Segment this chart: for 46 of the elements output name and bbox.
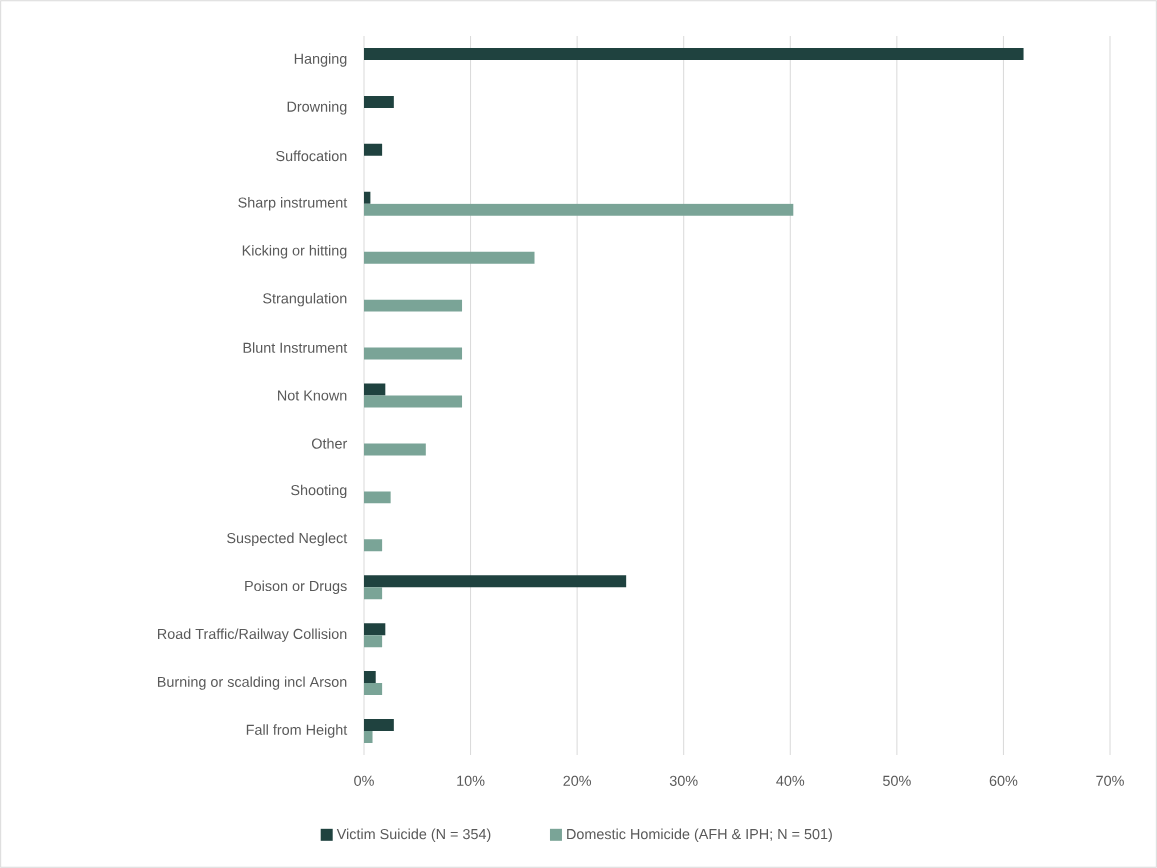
y-tick-label: Hanging xyxy=(294,53,347,67)
legend-label: Domestic Homicide (AFH & IPH; N = 501) xyxy=(567,828,832,843)
y-tick-label: Not Known xyxy=(278,390,347,401)
bar xyxy=(364,671,376,684)
y-tick-label: Suspected Neglect xyxy=(227,532,348,547)
y-tick-label: Drowning xyxy=(287,101,347,115)
bar xyxy=(364,623,386,636)
x-tick-label: 40% xyxy=(776,775,805,786)
bar xyxy=(364,443,426,456)
bar xyxy=(364,539,383,552)
y-tick-label: Burning or scalding incl Arson xyxy=(157,676,347,690)
y-tick-label: Road Traffic/Railway Collision xyxy=(158,628,347,642)
legend-label: Victim Suicide (N = 354) xyxy=(336,828,491,843)
bar xyxy=(364,491,391,504)
x-tick-label: 70% xyxy=(1096,775,1124,786)
bar xyxy=(364,203,794,216)
bar xyxy=(364,683,383,696)
bar xyxy=(364,191,371,204)
bar xyxy=(364,383,386,396)
y-tick-label: Fall from Height xyxy=(246,724,348,738)
bar xyxy=(364,299,463,312)
y-tick-label: Strangulation xyxy=(263,292,347,307)
bar xyxy=(364,395,463,408)
y-tick-label: Sharp instrument xyxy=(238,197,348,211)
x-tick-label: 0% xyxy=(354,775,374,786)
bar xyxy=(364,587,383,600)
bar xyxy=(364,731,373,744)
bar xyxy=(364,47,1024,60)
bar xyxy=(364,575,627,588)
bar xyxy=(364,143,383,156)
y-tick-label: Suffocation xyxy=(276,150,347,162)
bar xyxy=(364,251,535,264)
y-tick-label: Blunt Instrument xyxy=(243,342,348,353)
bar xyxy=(364,719,394,732)
y-tick-label: Poison or Drugs xyxy=(245,580,347,594)
x-tick-label: 60% xyxy=(989,775,1018,786)
bar xyxy=(364,635,383,648)
y-tick-label: Other xyxy=(311,438,348,449)
x-tick-label: 30% xyxy=(669,775,698,786)
y-tick-label: Shooting xyxy=(291,484,347,499)
x-tick-label: 50% xyxy=(883,775,911,786)
bar xyxy=(364,95,394,108)
y-tick-label: Kicking or hitting xyxy=(242,244,347,259)
x-tick-label: 20% xyxy=(563,775,592,786)
bar xyxy=(364,347,463,360)
x-tick-label: 10% xyxy=(457,775,485,786)
